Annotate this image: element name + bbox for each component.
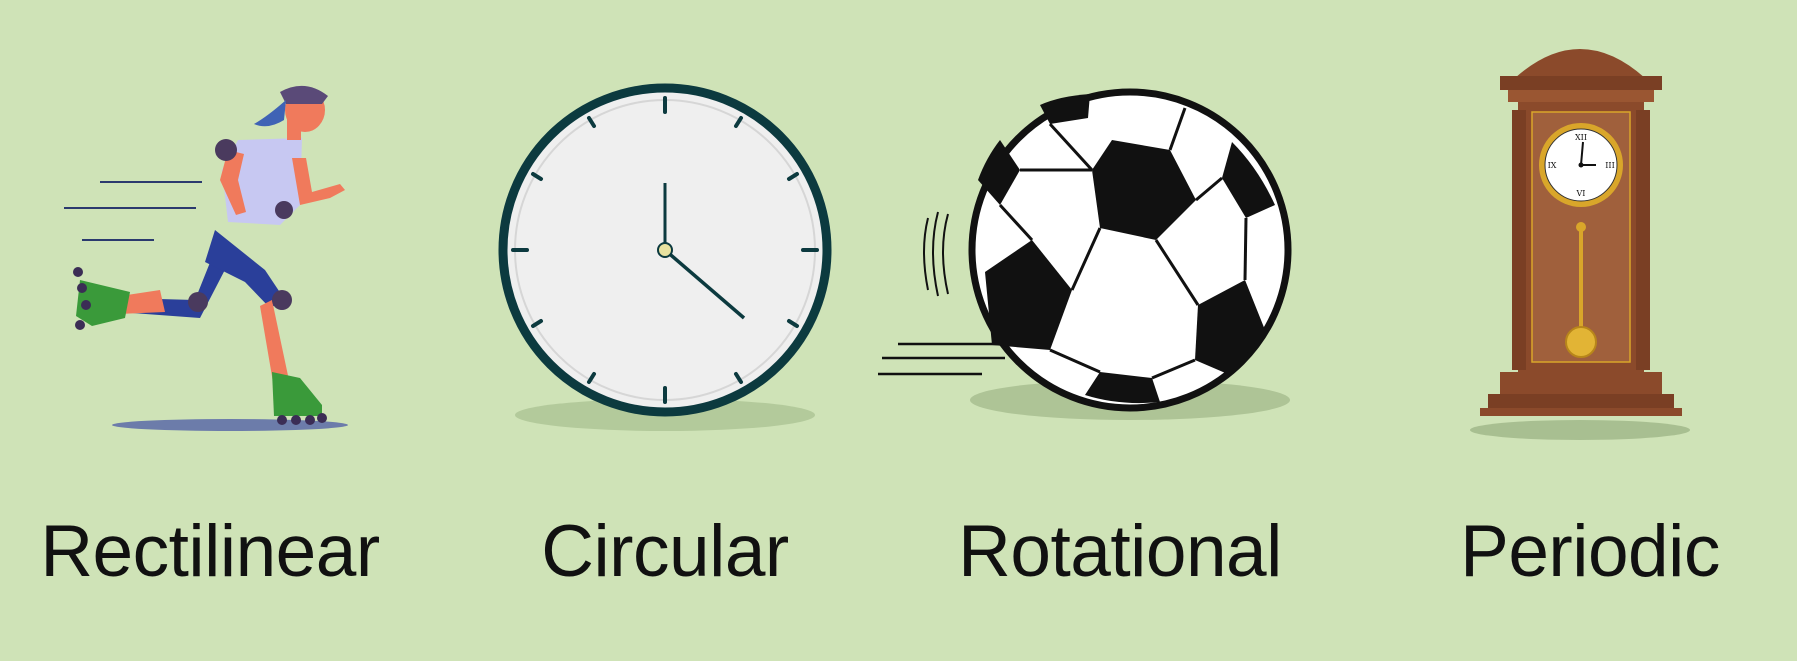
panel-rotational: Rotational — [860, 0, 1380, 661]
panel-periodic: XII VI IX III Periodic — [1400, 0, 1780, 661]
label-rotational: Rotational — [958, 511, 1282, 592]
label-circular: Circular — [541, 511, 789, 592]
pendulum-clock-icon: XII VI IX III — [1470, 49, 1690, 440]
panel-rectilinear: Rectilinear — [0, 0, 420, 661]
svg-text:IX: IX — [1548, 161, 1557, 170]
soccer-ball-icon — [878, 88, 1292, 420]
inline-skater-icon — [64, 85, 348, 431]
svg-text:XII: XII — [1575, 133, 1587, 142]
svg-text:VI: VI — [1576, 189, 1586, 198]
wall-clock-icon — [498, 83, 832, 431]
panel-circular: Circular — [470, 0, 860, 661]
label-rectilinear: Rectilinear — [40, 511, 380, 592]
label-periodic: Periodic — [1460, 511, 1720, 592]
svg-text:III: III — [1605, 161, 1614, 170]
